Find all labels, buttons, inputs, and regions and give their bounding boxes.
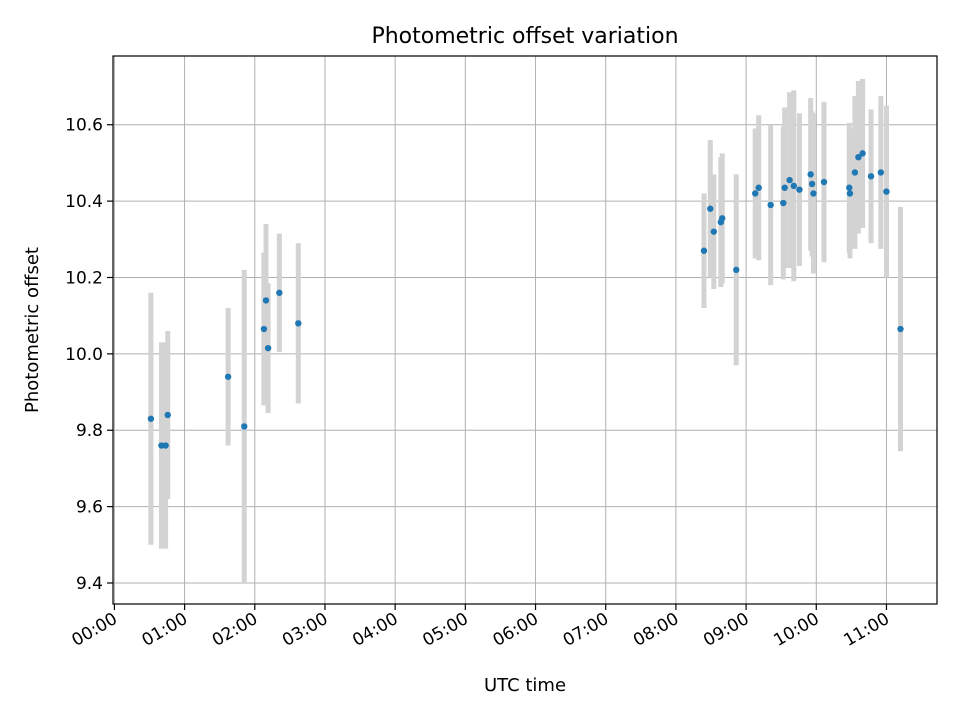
y-tick-label: 10.2 [65, 268, 103, 288]
data-point [781, 184, 788, 191]
data-point [808, 180, 816, 188]
data-point [276, 289, 283, 296]
y-tick-label: 9.4 [76, 574, 103, 594]
data-point [807, 171, 814, 178]
data-point [883, 188, 890, 195]
data-point [700, 247, 708, 254]
data-point [867, 173, 875, 180]
data-point [295, 320, 302, 327]
chart-title: Photometric offset variation [371, 24, 678, 49]
y-tick-label: 9.6 [76, 498, 103, 518]
y-tick-label: 10.6 [65, 116, 103, 136]
data-point [755, 184, 762, 191]
plot-frame [112, 55, 938, 605]
data-point [164, 411, 171, 419]
data-point [707, 205, 714, 212]
data-point [855, 153, 862, 161]
data-point [262, 297, 270, 304]
data-point [859, 150, 866, 157]
y-tick-label: 10.4 [65, 192, 103, 212]
data-point [147, 415, 155, 422]
data-point [733, 266, 740, 274]
data-point [786, 176, 793, 184]
data-point [790, 182, 798, 190]
data-point [710, 228, 718, 235]
data-point [820, 178, 828, 186]
data-point [780, 199, 787, 207]
data-point [224, 373, 232, 380]
data-point [846, 190, 854, 197]
data-point [877, 169, 885, 176]
data-point [810, 190, 817, 197]
data-point [162, 442, 169, 449]
y-axis-label: Photometric offset [22, 247, 43, 413]
data-point [241, 423, 248, 430]
y-tick-label: 9.8 [76, 421, 103, 441]
data-point [851, 169, 859, 176]
y-tick-label: 10.0 [65, 345, 103, 365]
x-axis-label: UTC time [484, 675, 566, 696]
data-points [147, 150, 904, 449]
y-axis-ticks: 9.4 9.6 9.8 10.0 10.2 10.4 10.6 [65, 116, 113, 594]
data-point [846, 184, 853, 191]
data-point [719, 215, 726, 222]
data-point [796, 186, 803, 193]
data-point [767, 201, 774, 209]
data-point [264, 344, 272, 352]
data-point [260, 325, 268, 333]
data-point [897, 325, 904, 333]
data-point [752, 190, 759, 197]
